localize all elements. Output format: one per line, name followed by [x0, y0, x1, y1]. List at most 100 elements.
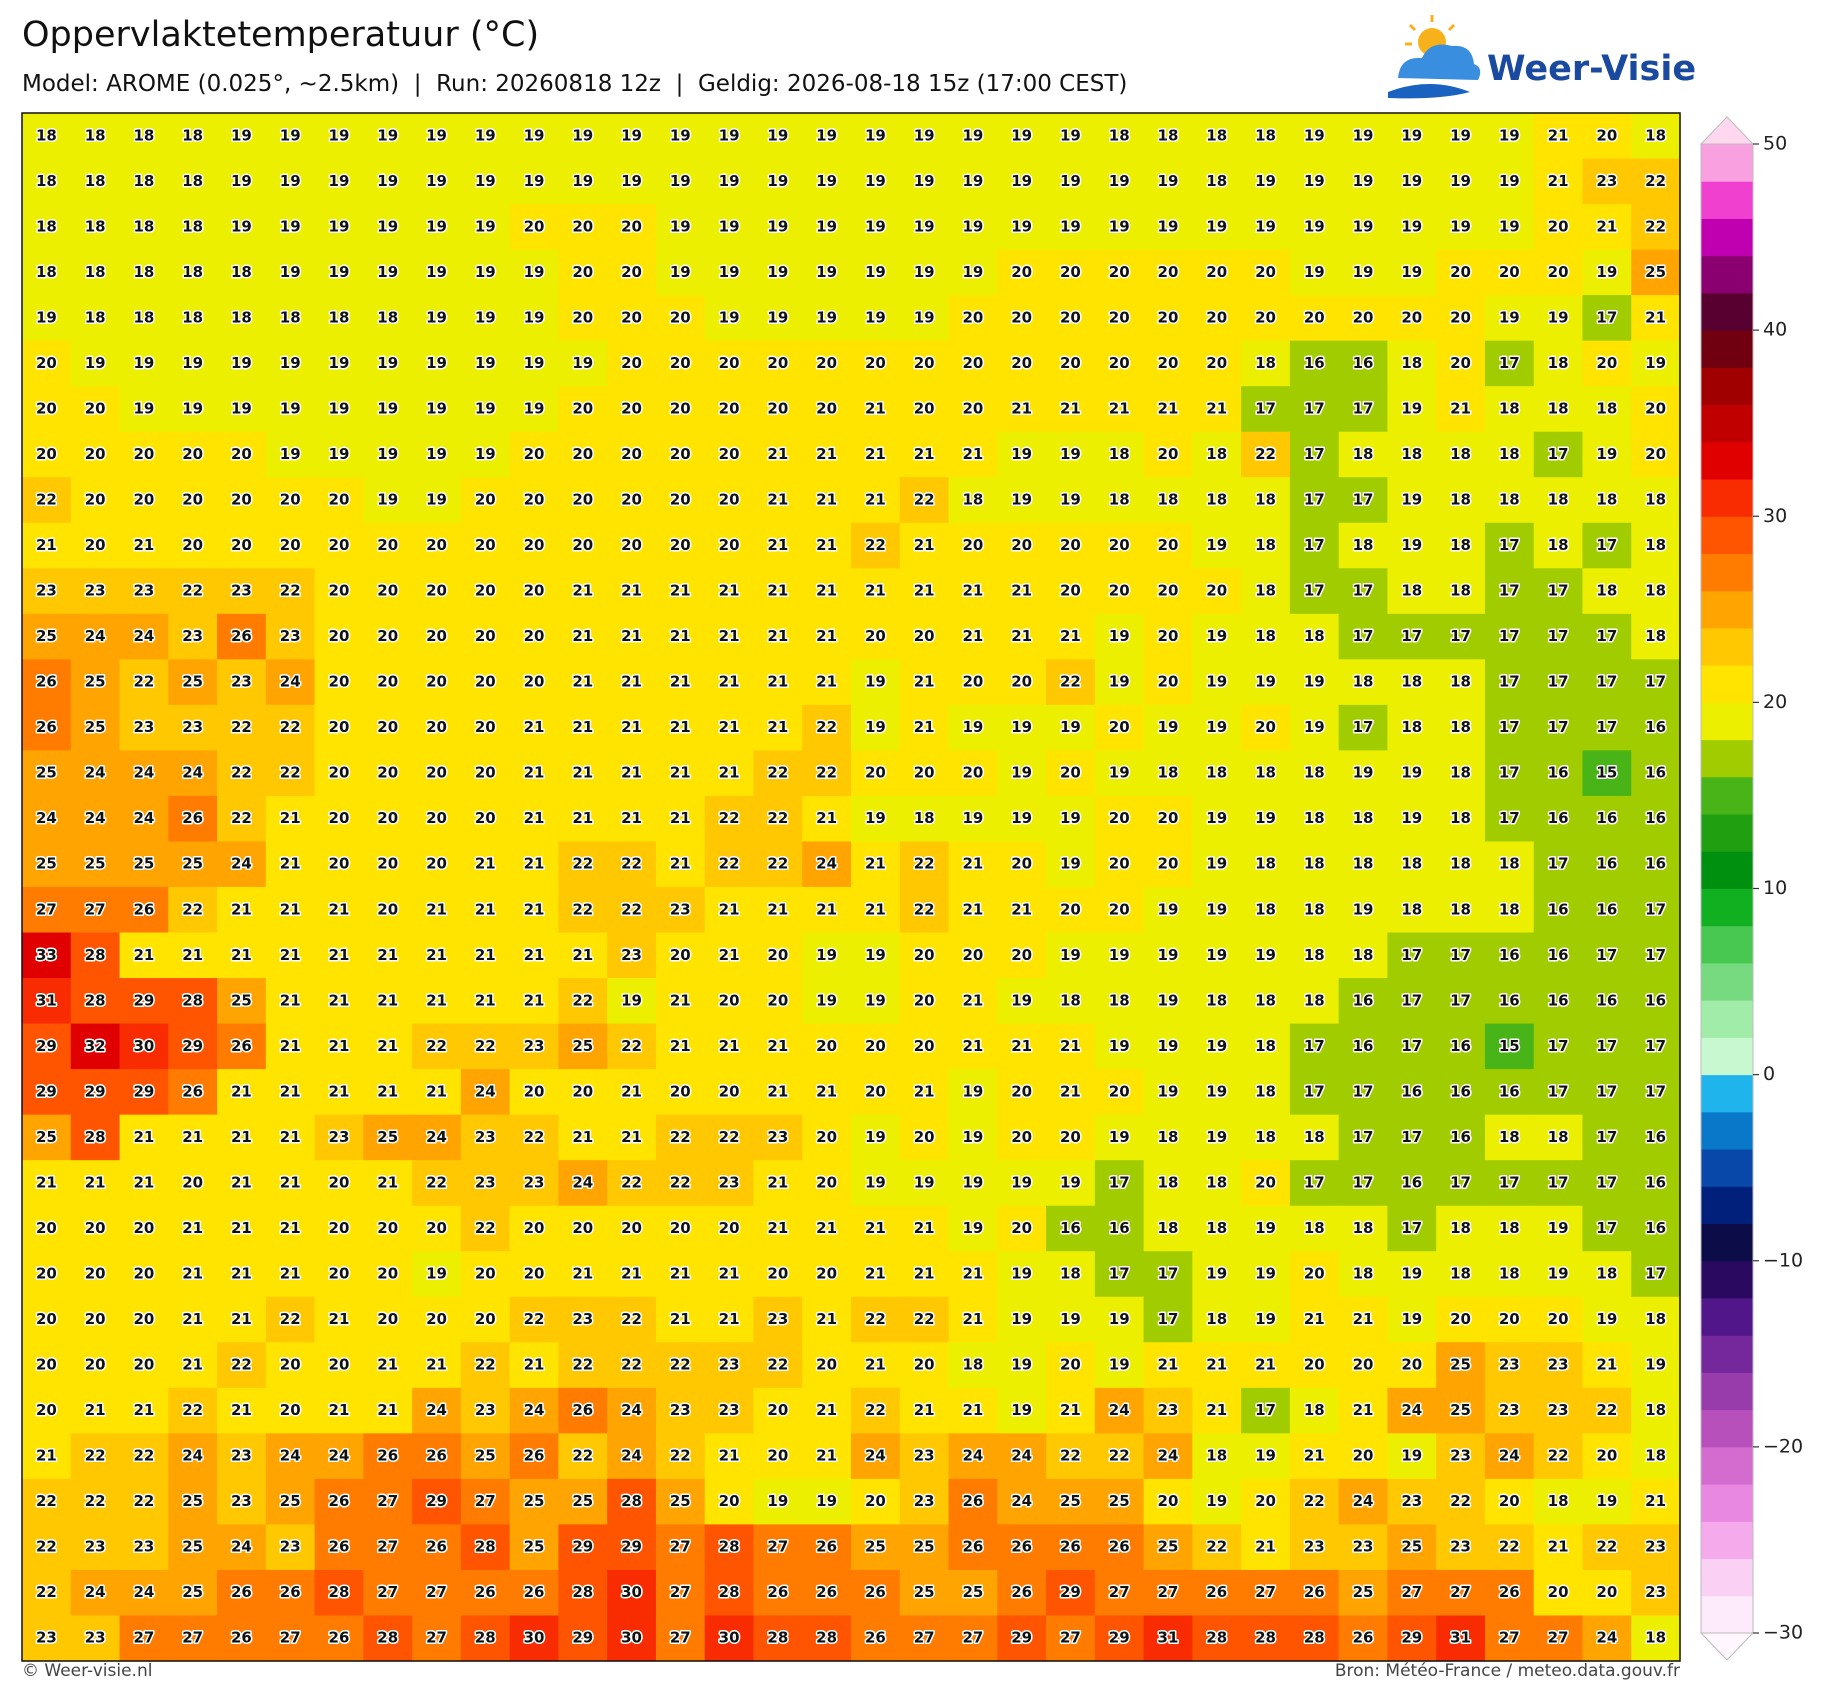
temperature-label: 21 [475, 855, 496, 873]
temperature-label: 17 [1450, 1173, 1471, 1191]
temperature-cell [948, 1387, 998, 1434]
temperature-label: 20 [1645, 399, 1666, 417]
temperature-cell [948, 295, 998, 342]
temperature-label: 25 [85, 855, 106, 873]
temperature-cell [558, 1478, 608, 1526]
temperature-cell [217, 1478, 267, 1526]
temperature-label: 21 [231, 1310, 252, 1328]
temperature-label: 18 [231, 308, 252, 326]
temperature-label: 21 [475, 900, 496, 918]
temperature-label: 27 [670, 1583, 691, 1601]
temperature-label: 23 [36, 1629, 57, 1647]
temperature-label: 17 [1304, 491, 1325, 509]
temperature-cell [1046, 477, 1096, 524]
temperature-cell [119, 477, 169, 524]
temperature-label: 19 [767, 263, 788, 281]
temperature-label: 18 [962, 491, 983, 509]
temperature-cell [1289, 1342, 1340, 1389]
temperature-label: 20 [1206, 263, 1227, 281]
temperature-label: 23 [670, 1401, 691, 1419]
temperature-label: 19 [1011, 126, 1032, 144]
temperature-cell [1533, 1023, 1584, 1070]
temperature-label: 18 [1255, 491, 1276, 509]
temperature-label: 18 [1353, 673, 1374, 691]
temperature-label: 20 [572, 263, 593, 281]
temperature-cell [1484, 978, 1535, 1025]
temperature-cell [412, 340, 462, 387]
temperature-cell [655, 1524, 706, 1571]
temperature-label: 22 [914, 491, 935, 509]
temperature-cell [314, 932, 364, 979]
temperature-cell [460, 522, 511, 569]
temperature-label: 18 [133, 217, 154, 235]
temperature-cell [314, 1387, 364, 1434]
temperature-label: 20 [816, 1356, 837, 1374]
temperature-cell [558, 249, 608, 296]
temperature-cell [655, 1069, 706, 1116]
temperature-label: 15 [1596, 764, 1617, 782]
temperature-label: 18 [1499, 1265, 1520, 1283]
temperature-label: 21 [572, 1265, 593, 1283]
temperature-cell [899, 431, 950, 478]
temperature-label: 20 [377, 855, 398, 873]
temperature-label: 21 [914, 1219, 935, 1237]
temperature-cell [168, 1023, 218, 1070]
temperature-label: 18 [1304, 855, 1325, 873]
temperature-label: 19 [426, 491, 447, 509]
temperature-cell [1436, 1205, 1486, 1252]
temperature-label: 20 [1011, 1219, 1032, 1237]
temperature-label: 19 [1450, 126, 1471, 144]
temperature-cell [1289, 1160, 1340, 1207]
temperature-label: 29 [1109, 1629, 1130, 1647]
temperature-label: 22 [621, 1310, 642, 1328]
temperature-cell [899, 158, 950, 205]
temperature-cell [265, 1524, 316, 1571]
temperature-label: 20 [572, 1219, 593, 1237]
temperature-label: 18 [1645, 627, 1666, 645]
temperature-cell [948, 1114, 998, 1161]
temperature-cell [851, 249, 901, 296]
temperature-cell [802, 204, 852, 251]
temperature-cell [1241, 1433, 1291, 1480]
colorbar-band [1701, 516, 1753, 554]
temperature-cell [363, 386, 413, 433]
temperature-label: 26 [231, 1629, 252, 1647]
temperature-cell [1241, 1251, 1291, 1298]
temperature-cell [265, 386, 316, 433]
temperature-label: 20 [475, 809, 496, 827]
temperature-cell [1484, 568, 1535, 615]
temperature-cell [314, 1160, 364, 1207]
temperature-cell [509, 795, 560, 843]
temperature-label: 16 [1596, 991, 1617, 1009]
temperature-label: 21 [621, 1082, 642, 1100]
temperature-cell [70, 1615, 121, 1662]
temperature-cell [1046, 386, 1096, 433]
temperature-cell [22, 295, 72, 342]
temperature-cell [1241, 1478, 1291, 1526]
temperature-cell [558, 1433, 608, 1480]
temperature-label: 24 [962, 1447, 983, 1465]
temperature-cell [753, 1615, 803, 1662]
temperature-cell [802, 386, 852, 433]
temperature-label: 17 [1596, 1037, 1617, 1055]
temperature-label: 21 [865, 1356, 886, 1374]
temperature-cell [997, 1387, 1047, 1434]
temperature-label: 19 [1206, 1265, 1227, 1283]
temperature-cell [948, 477, 998, 524]
temperature-cell [1484, 1114, 1535, 1161]
temperature-cell [997, 1205, 1047, 1252]
temperature-cell [70, 204, 121, 251]
temperature-cell [70, 1205, 121, 1252]
temperature-cell [70, 1569, 121, 1617]
temperature-label: 19 [1499, 172, 1520, 190]
temperature-cell [70, 295, 121, 342]
temperature-label: 23 [85, 1629, 106, 1647]
temperature-label: 18 [1499, 1219, 1520, 1237]
temperature-label: 22 [133, 1447, 154, 1465]
colorbar-band [1701, 962, 1753, 1001]
temperature-label: 25 [36, 764, 57, 782]
temperature-label: 21 [719, 1037, 740, 1055]
temperature-label: 20 [329, 1173, 350, 1191]
temperature-label: 27 [377, 1583, 398, 1601]
temperature-cell [509, 522, 560, 569]
